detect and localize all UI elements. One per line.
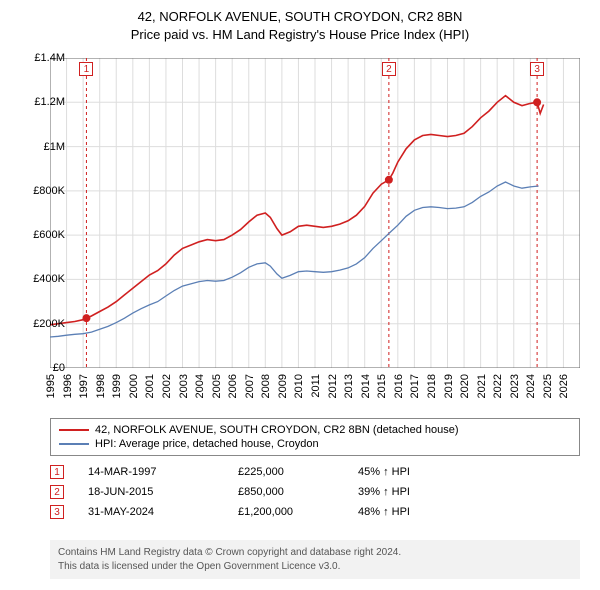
y-tick-label: £200K — [15, 318, 65, 330]
x-tick-label: 2002 — [161, 374, 173, 398]
title-line-2: Price paid vs. HM Land Registry's House … — [0, 26, 600, 44]
legend-label: 42, NORFOLK AVENUE, SOUTH CROYDON, CR2 8… — [95, 424, 459, 436]
y-tick-label: £400K — [15, 273, 65, 285]
y-tick-label: £1.4M — [15, 52, 65, 64]
x-tick-label: 2009 — [277, 374, 289, 398]
x-tick-label: 2010 — [293, 374, 305, 398]
sale-price: £225,000 — [238, 466, 358, 478]
x-tick-label: 2023 — [509, 374, 521, 398]
x-tick-label: 2016 — [393, 374, 405, 398]
sale-marker-icon: 2 — [50, 485, 64, 499]
x-tick-label: 2020 — [459, 374, 471, 398]
x-tick-label: 2019 — [443, 374, 455, 398]
title-line-1: 42, NORFOLK AVENUE, SOUTH CROYDON, CR2 8… — [0, 8, 600, 26]
footer-line-1: Contains HM Land Registry data © Crown c… — [58, 546, 572, 560]
y-tick-label: £1M — [15, 141, 65, 153]
y-tick-label: £0 — [15, 362, 65, 374]
legend-label: HPI: Average price, detached house, Croy… — [95, 438, 319, 450]
x-tick-label: 2024 — [525, 374, 537, 398]
chart-sale-marker: 2 — [382, 62, 396, 76]
chart-area — [50, 58, 580, 368]
x-tick-label: 2015 — [376, 374, 388, 398]
sale-marker-icon: 3 — [50, 505, 64, 519]
x-tick-label: 2021 — [476, 374, 488, 398]
x-tick-label: 2011 — [310, 374, 322, 398]
x-tick-label: 2003 — [178, 374, 190, 398]
x-tick-label: 1995 — [45, 374, 57, 398]
chart-container: 42, NORFOLK AVENUE, SOUTH CROYDON, CR2 8… — [0, 0, 600, 590]
x-tick-label: 2018 — [426, 374, 438, 398]
y-tick-label: £600K — [15, 229, 65, 241]
sales-row: 2 18-JUN-2015 £850,000 39% ↑ HPI — [50, 482, 580, 502]
sales-row: 1 14-MAR-1997 £225,000 45% ↑ HPI — [50, 462, 580, 482]
legend-swatch — [59, 443, 89, 445]
x-tick-label: 2007 — [244, 374, 256, 398]
sales-row: 3 31-MAY-2024 £1,200,000 48% ↑ HPI — [50, 502, 580, 522]
x-tick-label: 1999 — [111, 374, 123, 398]
x-tick-label: 2026 — [558, 374, 570, 398]
sale-price: £850,000 — [238, 486, 358, 498]
sale-pct: 39% ↑ HPI — [358, 486, 478, 498]
x-tick-label: 1996 — [62, 374, 74, 398]
x-tick-label: 2008 — [260, 374, 272, 398]
sale-price: £1,200,000 — [238, 506, 358, 518]
x-tick-label: 2022 — [492, 374, 504, 398]
sale-date: 18-JUN-2015 — [64, 486, 238, 498]
footer: Contains HM Land Registry data © Crown c… — [50, 540, 580, 579]
x-tick-label: 2001 — [144, 374, 156, 398]
x-tick-label: 2017 — [409, 374, 421, 398]
legend-item: 42, NORFOLK AVENUE, SOUTH CROYDON, CR2 8… — [59, 423, 571, 437]
chart-svg — [50, 58, 580, 368]
x-tick-label: 2012 — [327, 374, 339, 398]
legend: 42, NORFOLK AVENUE, SOUTH CROYDON, CR2 8… — [50, 418, 580, 456]
x-tick-label: 2005 — [211, 374, 223, 398]
x-tick-label: 2006 — [227, 374, 239, 398]
x-tick-label: 2000 — [128, 374, 140, 398]
x-tick-label: 1998 — [95, 374, 107, 398]
sales-table: 1 14-MAR-1997 £225,000 45% ↑ HPI 2 18-JU… — [50, 462, 580, 522]
x-tick-label: 2014 — [360, 374, 372, 398]
x-tick-label: 2025 — [542, 374, 554, 398]
chart-sale-marker: 1 — [79, 62, 93, 76]
y-tick-label: £1.2M — [15, 96, 65, 108]
legend-swatch — [59, 429, 89, 431]
sale-date: 31-MAY-2024 — [64, 506, 238, 518]
chart-sale-marker: 3 — [530, 62, 544, 76]
x-tick-label: 1997 — [78, 374, 90, 398]
sale-date: 14-MAR-1997 — [64, 466, 238, 478]
sale-pct: 45% ↑ HPI — [358, 466, 478, 478]
title-block: 42, NORFOLK AVENUE, SOUTH CROYDON, CR2 8… — [0, 0, 600, 44]
legend-item: HPI: Average price, detached house, Croy… — [59, 437, 571, 451]
sale-pct: 48% ↑ HPI — [358, 506, 478, 518]
footer-line-2: This data is licensed under the Open Gov… — [58, 560, 572, 574]
sale-marker-icon: 1 — [50, 465, 64, 479]
y-tick-label: £800K — [15, 185, 65, 197]
x-tick-label: 2013 — [343, 374, 355, 398]
x-tick-label: 2004 — [194, 374, 206, 398]
